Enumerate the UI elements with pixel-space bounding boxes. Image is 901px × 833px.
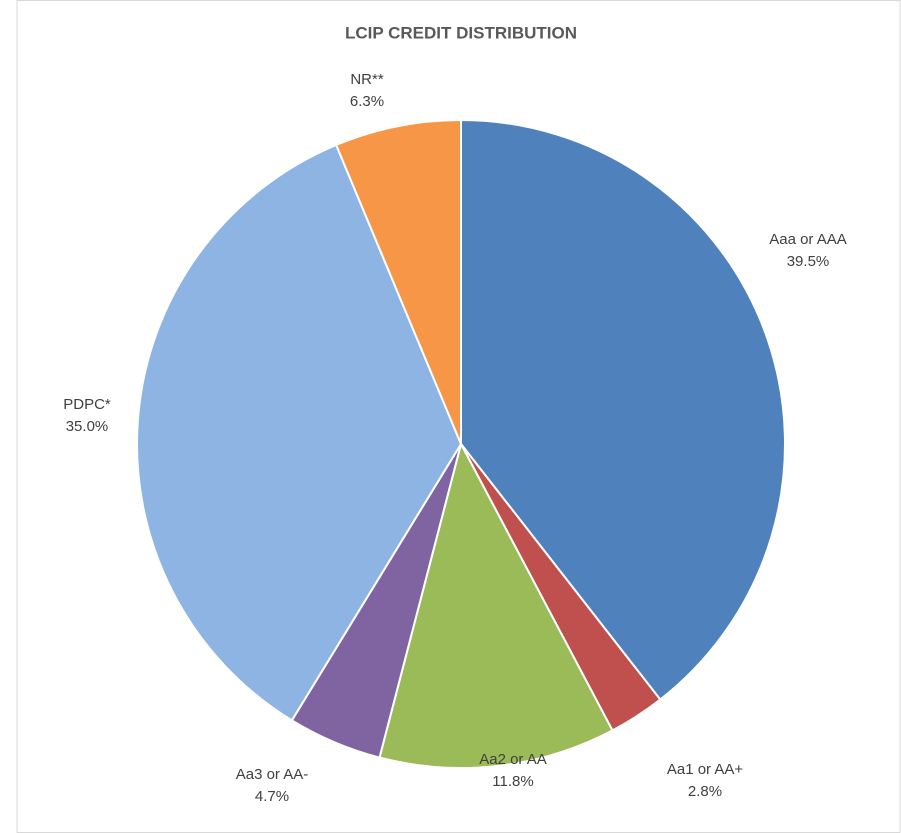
pie-slice [334, 118, 462, 445]
slice-value-label: 11.8% [492, 773, 533, 790]
slice-value-label: 2.8% [688, 783, 722, 800]
slice-label: Aa1 or AA+ [667, 761, 744, 778]
pie [136, 118, 786, 769]
slice-label: Aaa or AAA [769, 231, 847, 248]
slice-value-label: 35.0% [66, 418, 109, 435]
pie-slice [460, 118, 786, 701]
pie-slice [136, 143, 463, 722]
chart-title: LCIP CREDIT DISTRIBUTION [345, 23, 577, 42]
pie-slice [378, 441, 614, 769]
slice-label: PDPC* [63, 396, 111, 413]
slice-value-label: 39.5% [787, 253, 830, 270]
slice-value-label: 4.7% [255, 788, 289, 805]
slice-value-label: 6.3% [350, 93, 384, 110]
data-labels: Aaa or AAA 39.5% Aa1 or AA+ 2.8% Aa2 or AA 11… [63, 71, 847, 805]
slice-label: Aa2 or AA [479, 751, 547, 768]
slice-label: NR** [350, 71, 384, 88]
slice-label: Aa3 or AA- [236, 766, 309, 783]
